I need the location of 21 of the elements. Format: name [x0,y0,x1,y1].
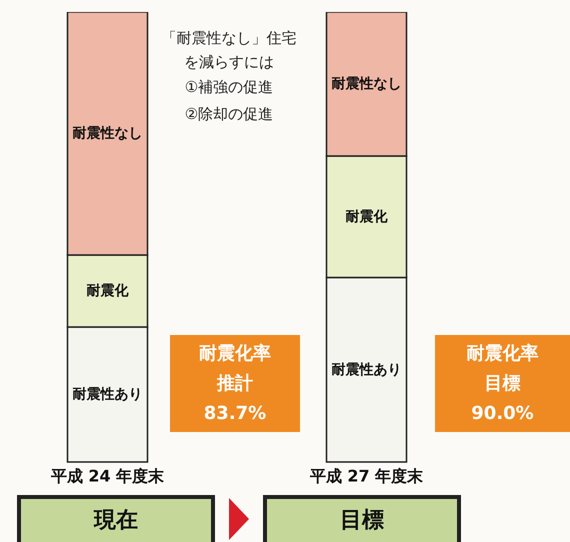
text: 耐震化 [346,208,388,225]
annotation: 83.7% [202,402,268,426]
text: 耐震性あり [332,362,402,378]
annotation: 90.0% [470,402,535,426]
series-label: 耐震性なし [72,126,142,142]
annotation: ①補強の促進 [184,77,274,98]
text: 耐震性なし [332,76,402,92]
callout-box: 耐震化率 目標 90.0% [435,335,570,432]
x-tick-label: 平成 24 年度末 [50,466,166,486]
annotation: 推計 [216,372,254,396]
annotation: 耐震化率 [466,342,540,366]
annotation: 耐震化率 [198,342,272,366]
annotation: 「耐震性なし」住宅を減らすには [160,28,298,73]
text: 目標 [263,495,461,542]
annotation: 目標 [484,372,522,396]
annotation: ②除却の促進 [184,104,274,125]
series-label: 耐震性あり [72,386,142,402]
x-tick-label: 平成 27 年度末 [308,466,424,486]
callout-box: 耐震化率 推計 83.7% [170,335,300,432]
text: 現在 [17,495,215,542]
series-label: 耐震化 [86,283,130,299]
